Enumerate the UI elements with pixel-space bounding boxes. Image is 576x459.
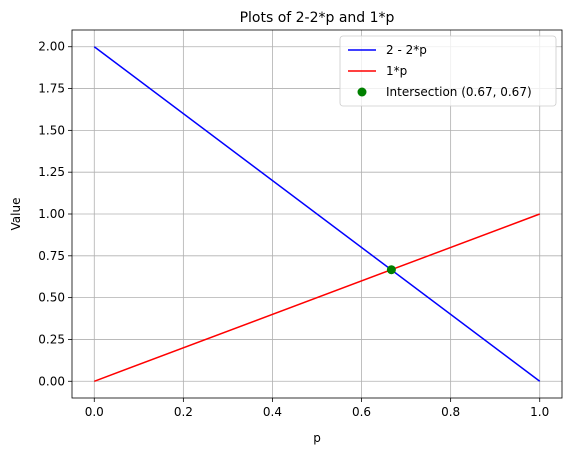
series-line [94,213,540,382]
y-tick-label: 0.50 [38,291,65,305]
y-tick-label: 1.00 [38,207,65,221]
chart-title: Plots of 2-2*p and 1*p [240,10,395,26]
x-tick-label: 0.4 [263,405,282,419]
legend-entry-label: 2 - 2*p [386,43,427,57]
legend-marker-swatch [357,87,367,97]
x-tick-label: 0.6 [352,405,371,419]
y-tick-label: 0.00 [38,374,65,388]
series-line [93,46,541,382]
x-tick-label: 0.2 [174,405,193,419]
x-tick-label: 0.8 [441,405,460,419]
y-tick-label: 0.25 [38,332,65,346]
y-tick-label: 0.75 [38,249,65,263]
legend: 2 - 2*p 1*p Intersection (0.67, 0.67) [339,35,557,107]
y-tick-label: 1.50 [38,123,65,137]
y-tick-label: 1.75 [38,82,65,96]
y-tick-label: 2.00 [38,40,65,54]
y-tick-label: 1.25 [38,165,65,179]
legend-entry-label: Intersection (0.67, 0.67) [386,85,532,99]
intersection-point [386,265,396,275]
plot-area-frame [71,29,563,399]
x-tick-label: 0.0 [85,405,104,419]
legend-box [339,35,557,107]
legend-entry-label: 1*p [386,64,407,78]
x-axis-label: p [313,431,321,445]
x-tick-label: 1.0 [530,405,549,419]
y-axis-label: Value [9,198,23,231]
